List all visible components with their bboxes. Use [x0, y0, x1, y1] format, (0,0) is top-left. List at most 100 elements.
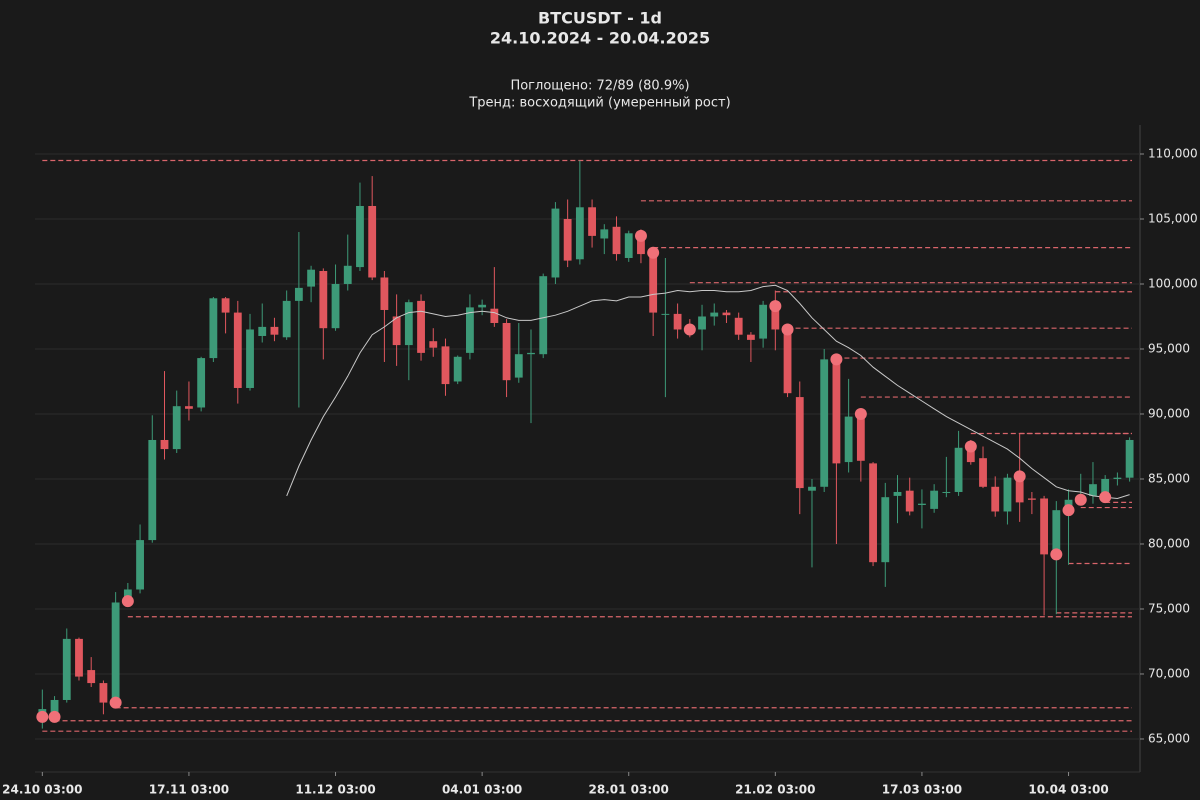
candle-body: [62, 638, 71, 700]
candle-body: [209, 298, 218, 359]
candle-body: [612, 226, 621, 255]
candle-body: [539, 276, 548, 355]
candle-body: [502, 322, 511, 381]
candle-body: [918, 503, 926, 505]
candle-body: [392, 316, 401, 346]
candle-body: [624, 233, 633, 258]
candle-body: [233, 312, 242, 388]
y-tick-label: 80,000: [1148, 536, 1190, 550]
signal-marker: [1099, 491, 1112, 504]
candle-body: [808, 486, 816, 491]
signal-marker: [1013, 470, 1026, 483]
signal-marker: [781, 323, 794, 336]
candle-body: [417, 300, 425, 353]
candle-body: [404, 302, 413, 346]
signal-marker: [1074, 493, 1087, 506]
candle-body: [1040, 498, 1049, 555]
candle-body: [1089, 484, 1097, 496]
chart-subtitle: 24.10.2024 - 20.04.2025: [490, 29, 710, 48]
candle-body: [710, 312, 719, 317]
candle-body: [356, 205, 364, 268]
candle-body: [160, 439, 169, 450]
candle-body: [221, 298, 230, 313]
candle-body: [637, 235, 645, 255]
candle-body: [966, 449, 975, 463]
candle-body: [783, 329, 792, 394]
candle-body: [698, 316, 706, 330]
moving-average: [286, 284, 1130, 500]
y-tick-label: 105,000: [1148, 211, 1198, 225]
candle-body: [746, 334, 755, 340]
candle-body: [270, 326, 279, 335]
candle-body: [661, 313, 670, 315]
x-tick-label: 04.01 03:00: [442, 783, 522, 797]
candle-body: [759, 304, 768, 339]
x-tick-label: 28.01 03:00: [589, 783, 669, 797]
signal-marker: [964, 440, 977, 453]
candle-body: [527, 352, 535, 355]
candle-body: [795, 397, 804, 489]
candle-body: [551, 208, 560, 278]
signal-marker: [121, 595, 134, 608]
candle-body: [734, 317, 743, 335]
signal-marker: [1050, 548, 1063, 561]
candle-body: [905, 490, 914, 512]
candle-body: [343, 265, 352, 284]
candle-body: [148, 439, 157, 541]
signal-marker: [647, 246, 660, 259]
candle-body: [954, 447, 963, 492]
annotation: Поглощено: 72/89 (80.9%): [510, 79, 689, 94]
signal-marker: [48, 710, 61, 723]
signal-marker: [109, 696, 122, 709]
candle-body: [673, 313, 682, 330]
candle-body: [1052, 510, 1061, 555]
candle-body: [991, 486, 1000, 512]
candle-body: [832, 359, 841, 464]
candle-body: [111, 602, 120, 703]
candle-body: [172, 406, 181, 450]
candle-body: [197, 358, 206, 408]
candle-body: [942, 491, 951, 493]
signal-marker: [36, 710, 49, 723]
candle-body: [258, 326, 267, 336]
candle-body: [1003, 477, 1012, 512]
x-tick-label: 10.04 03:00: [1028, 783, 1108, 797]
candle-body: [649, 252, 658, 313]
y-tick-label: 65,000: [1148, 731, 1190, 745]
signal-marker: [634, 229, 647, 242]
candle-body: [246, 329, 254, 388]
candle-body: [99, 683, 108, 703]
candle-body: [881, 497, 890, 563]
candle-body: [869, 463, 877, 563]
candle-body: [856, 413, 865, 461]
candle-body: [930, 490, 939, 509]
candle-body: [282, 300, 291, 338]
candle-body: [136, 540, 144, 590]
candle-body: [588, 207, 596, 236]
candle-body: [307, 269, 316, 287]
candle-body: [380, 277, 389, 310]
candle-body: [75, 638, 83, 677]
candle-body: [87, 670, 96, 684]
candle-body: [331, 283, 340, 329]
x-tick-label: 17.03 03:00: [882, 783, 962, 797]
y-tick-label: 75,000: [1148, 601, 1190, 615]
signal-marker: [1062, 504, 1075, 517]
chart-title: BTCUSDT - 1d: [538, 9, 662, 28]
y-tick-label: 70,000: [1148, 666, 1190, 680]
candle-body: [1113, 477, 1122, 479]
candle-body: [1101, 478, 1110, 498]
candle-body: [514, 354, 523, 378]
candle-body: [185, 406, 193, 409]
y-tick-label: 95,000: [1148, 341, 1190, 355]
candle-body: [771, 306, 780, 330]
candle-body: [1125, 439, 1134, 478]
candle-body: [575, 207, 584, 260]
annotation: Тренд: восходящий (умеренный рост): [468, 96, 730, 111]
candle-body: [1027, 498, 1036, 500]
candle-body: [50, 699, 59, 713]
candle-body: [368, 205, 377, 278]
candle-body: [563, 218, 572, 261]
x-tick-label: 11.12 03:00: [295, 783, 375, 797]
